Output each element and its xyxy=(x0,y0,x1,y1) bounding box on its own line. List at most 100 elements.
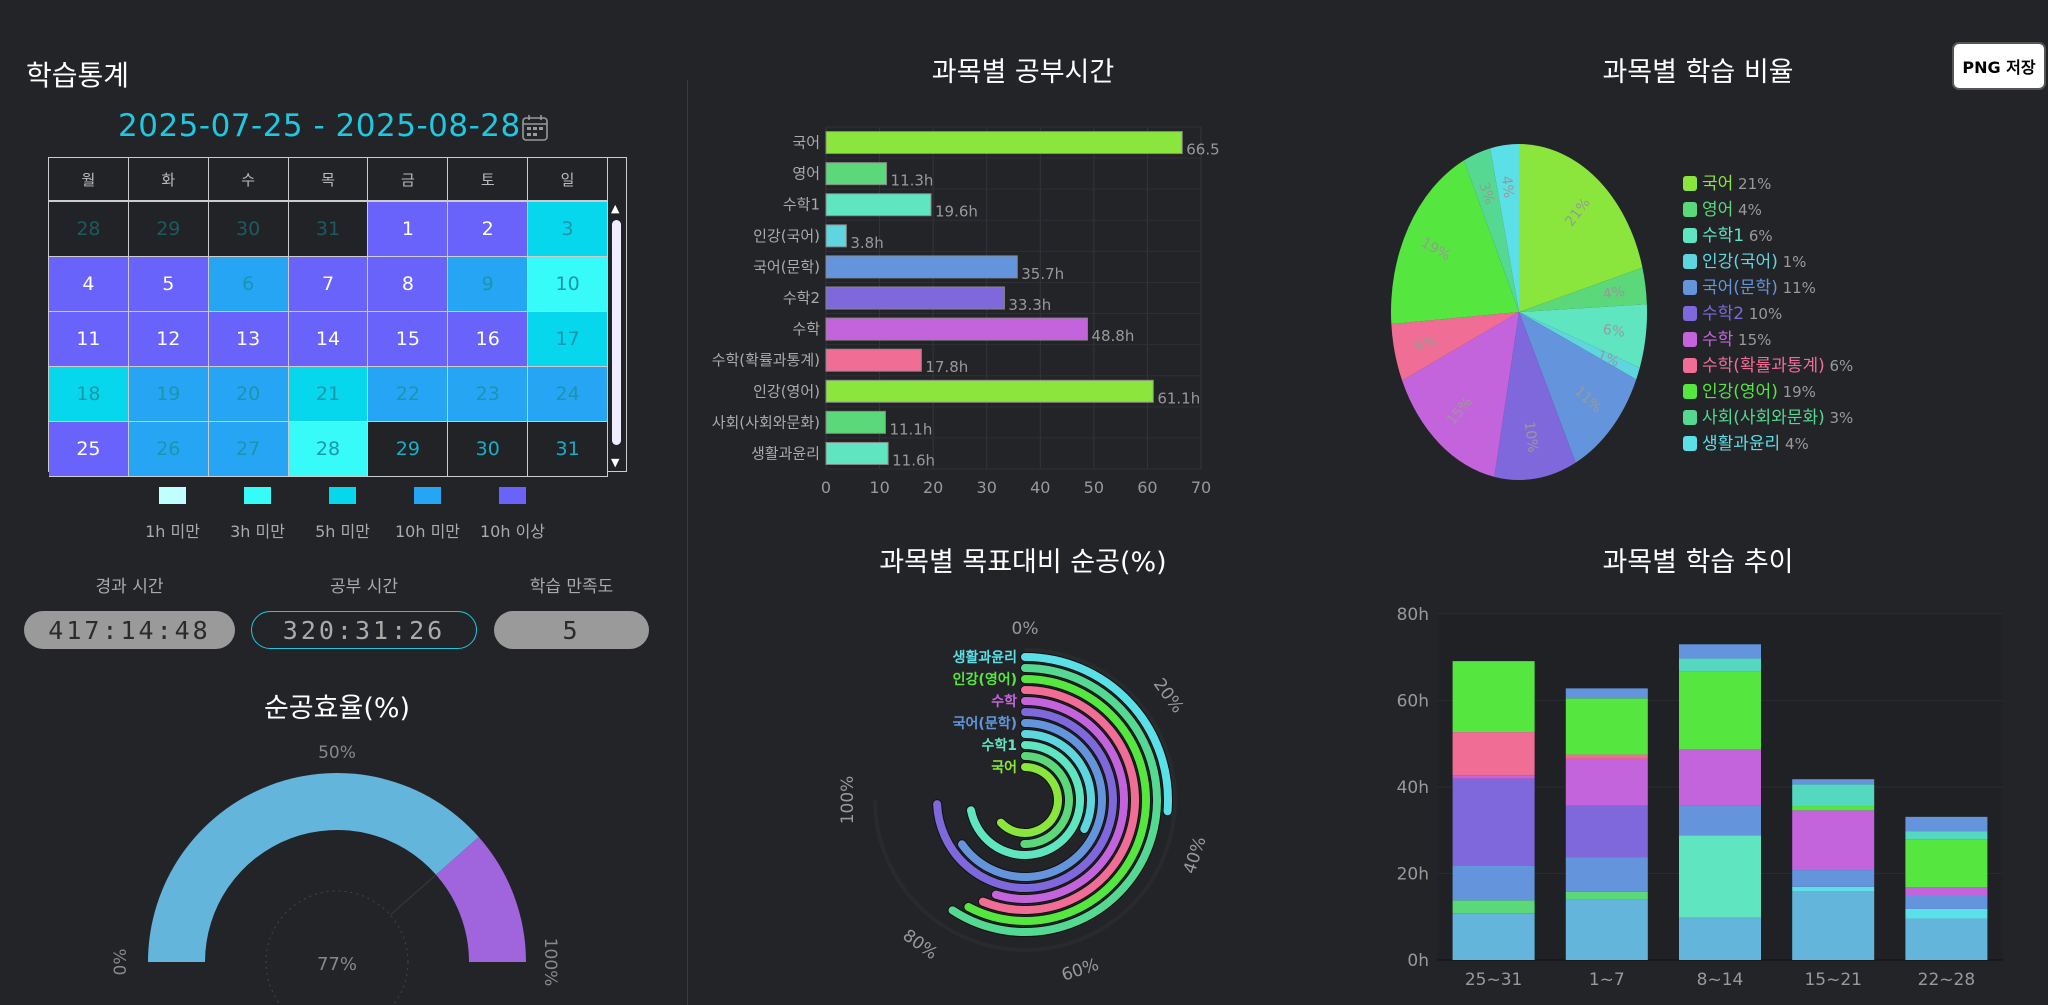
y-tick-label: 0h xyxy=(1407,951,1429,971)
bar-value-label: 11.3h xyxy=(891,172,934,190)
weekday-label: 금 xyxy=(368,158,449,200)
calendar-day-cell[interactable]: 28 xyxy=(288,422,369,476)
stacked-bar-segment xyxy=(1452,732,1535,776)
calendar-day-cell[interactable]: 5 xyxy=(128,257,209,311)
x-tick-label: 0 xyxy=(821,478,831,497)
legend-label: 국어 21% xyxy=(1702,174,1771,194)
calendar-day-cell[interactable]: 14 xyxy=(288,312,369,366)
legend-percent: 6% xyxy=(1825,357,1854,375)
x-tick-label: 22~28 xyxy=(1918,970,1976,990)
stacked-bar-segment xyxy=(1679,835,1761,918)
legend-label: 1h 미만 xyxy=(145,522,200,541)
calendar-day-cell[interactable]: 30 xyxy=(208,202,289,256)
legend-label: 국어(문학) 11% xyxy=(1702,278,1816,298)
pie-slice xyxy=(1494,312,1576,480)
stacked-bar-segment xyxy=(1565,758,1648,806)
calendar-day-cell[interactable]: 25 xyxy=(49,422,129,476)
stacked-bar-segment xyxy=(1679,917,1761,960)
legend-swatch xyxy=(1683,228,1697,243)
legend-label: 5h 미만 xyxy=(315,522,370,541)
calendar-day-cell[interactable]: 26 xyxy=(128,422,209,476)
radial-axis-label: 100% xyxy=(838,776,858,825)
radial-axis-label: 20% xyxy=(1149,675,1187,717)
calendar-day-cell[interactable]: 12 xyxy=(128,312,209,366)
calendar-day-cell[interactable]: 19 xyxy=(128,367,209,421)
calendar-day-cell[interactable]: 2 xyxy=(448,202,529,256)
scroll-down-arrow-icon[interactable]: ▼ xyxy=(611,456,620,469)
gauge-tick-label: 100% xyxy=(540,938,560,987)
legend-label: 수학2 10% xyxy=(1702,304,1782,324)
calendar-day-cell[interactable]: 29 xyxy=(368,422,449,476)
legend-swatch xyxy=(329,487,356,504)
calendar-day-cell[interactable]: 7 xyxy=(288,257,369,311)
radial-bar xyxy=(978,686,1139,914)
calendar-day-cell[interactable]: 1 xyxy=(368,202,449,256)
calendar-day-cell[interactable]: 17 xyxy=(528,312,609,366)
stacked-bar-segment xyxy=(1792,886,1875,892)
radial-bar xyxy=(966,741,1084,859)
radial-axis-label: 60% xyxy=(1059,955,1101,986)
pie-slice-label: 6% xyxy=(1413,333,1438,354)
calendar-day-cell[interactable]: 15 xyxy=(368,312,449,366)
radial-series-label: 생활과윤리 xyxy=(953,649,1017,666)
radial-series-label: 국어 xyxy=(991,759,1017,776)
calendar-day-cell[interactable]: 18 xyxy=(49,367,129,421)
calendar-day-cell[interactable]: 16 xyxy=(448,312,529,366)
study-ratio-pie-chart: 21%4%6%1%11%10%15%6%19%3% 4% 국어 21%영어 4%수학… xyxy=(1391,144,1854,480)
calendar-day-cell[interactable]: 10 xyxy=(528,257,609,311)
stacked-bar-segment xyxy=(1452,661,1535,733)
scrollbar-thumb[interactable] xyxy=(612,220,621,445)
x-tick-label: 50 xyxy=(1084,478,1104,497)
calendar-day-cell[interactable]: 28 xyxy=(49,202,129,256)
calendar-day-cell[interactable]: 31 xyxy=(528,422,609,476)
bar-chart-title: 과목별 공부시간 xyxy=(931,57,1115,88)
pie-slice-label: 4% xyxy=(1498,175,1516,199)
bar xyxy=(825,131,1183,155)
png-save-button[interactable]: PNG 저장 xyxy=(1952,42,2046,90)
scroll-up-arrow-icon[interactable]: ▲ xyxy=(611,202,620,215)
stacked-bar-segment xyxy=(1679,805,1761,836)
calendar-day-cell[interactable]: 22 xyxy=(368,367,449,421)
calendar-scrollbar[interactable]: ▲ ▼ xyxy=(608,200,626,471)
stacked-bar-segment xyxy=(1565,805,1648,858)
calendar-legend: 1h 미만 3h 미만 5h 미만 10h 미만 10h 이상 xyxy=(130,487,555,542)
stacked-bar-segment xyxy=(1452,775,1535,779)
calendar-icon[interactable] xyxy=(520,113,550,143)
date-range[interactable]: 2025-07-25 - 2025-08-28 xyxy=(118,108,521,144)
legend-item: 10h 이상 xyxy=(470,487,555,542)
calendar-day-cell[interactable]: 11 xyxy=(49,312,129,366)
legend-label: 영어 4% xyxy=(1702,200,1762,220)
calendar-day-cell[interactable]: 21 xyxy=(288,367,369,421)
gauge-value-label: 77% xyxy=(317,954,357,975)
legend-item: 1h 미만 xyxy=(130,487,215,542)
elapsed-time-label: 경과 시간 xyxy=(95,577,164,597)
legend-swatch xyxy=(1683,358,1697,373)
calendar-day-cell[interactable]: 6 xyxy=(208,257,289,311)
category-label: 국어(문학) xyxy=(753,258,820,276)
calendar-day-cell[interactable]: 8 xyxy=(368,257,449,311)
calendar-day-cell[interactable]: 24 xyxy=(528,367,609,421)
pie-slice xyxy=(1463,148,1519,312)
calendar-day-cell[interactable]: 9 xyxy=(448,257,529,311)
calendar-day-cell[interactable]: 31 xyxy=(288,202,369,256)
pie-slice xyxy=(1519,304,1647,368)
radial-bar xyxy=(958,719,1106,881)
calendar-day-cell[interactable]: 29 xyxy=(128,202,209,256)
calendar-day-cell[interactable]: 3 xyxy=(528,202,609,256)
calendar-week-row: 18 19 20 21 22 23 24 xyxy=(49,367,609,422)
calendar-day-cell[interactable]: 13 xyxy=(208,312,289,366)
pie-slice xyxy=(1519,312,1637,463)
x-tick-label: 8~14 xyxy=(1697,970,1744,990)
category-label: 인강(영어) xyxy=(753,382,820,400)
calendar-day-cell[interactable]: 23 xyxy=(448,367,529,421)
calendar-day-cell[interactable]: 30 xyxy=(448,422,529,476)
radial-series-label: 수학1 xyxy=(981,738,1017,754)
calendar-day-cell[interactable]: 4 xyxy=(49,257,129,311)
radial-bar xyxy=(948,664,1161,936)
stacked-bar-segment xyxy=(1792,891,1875,960)
calendar-day-cell[interactable]: 27 xyxy=(208,422,289,476)
calendar-week-row: 25 26 27 28 29 30 31 xyxy=(49,422,609,477)
calendar-day-cell[interactable]: 20 xyxy=(208,367,289,421)
